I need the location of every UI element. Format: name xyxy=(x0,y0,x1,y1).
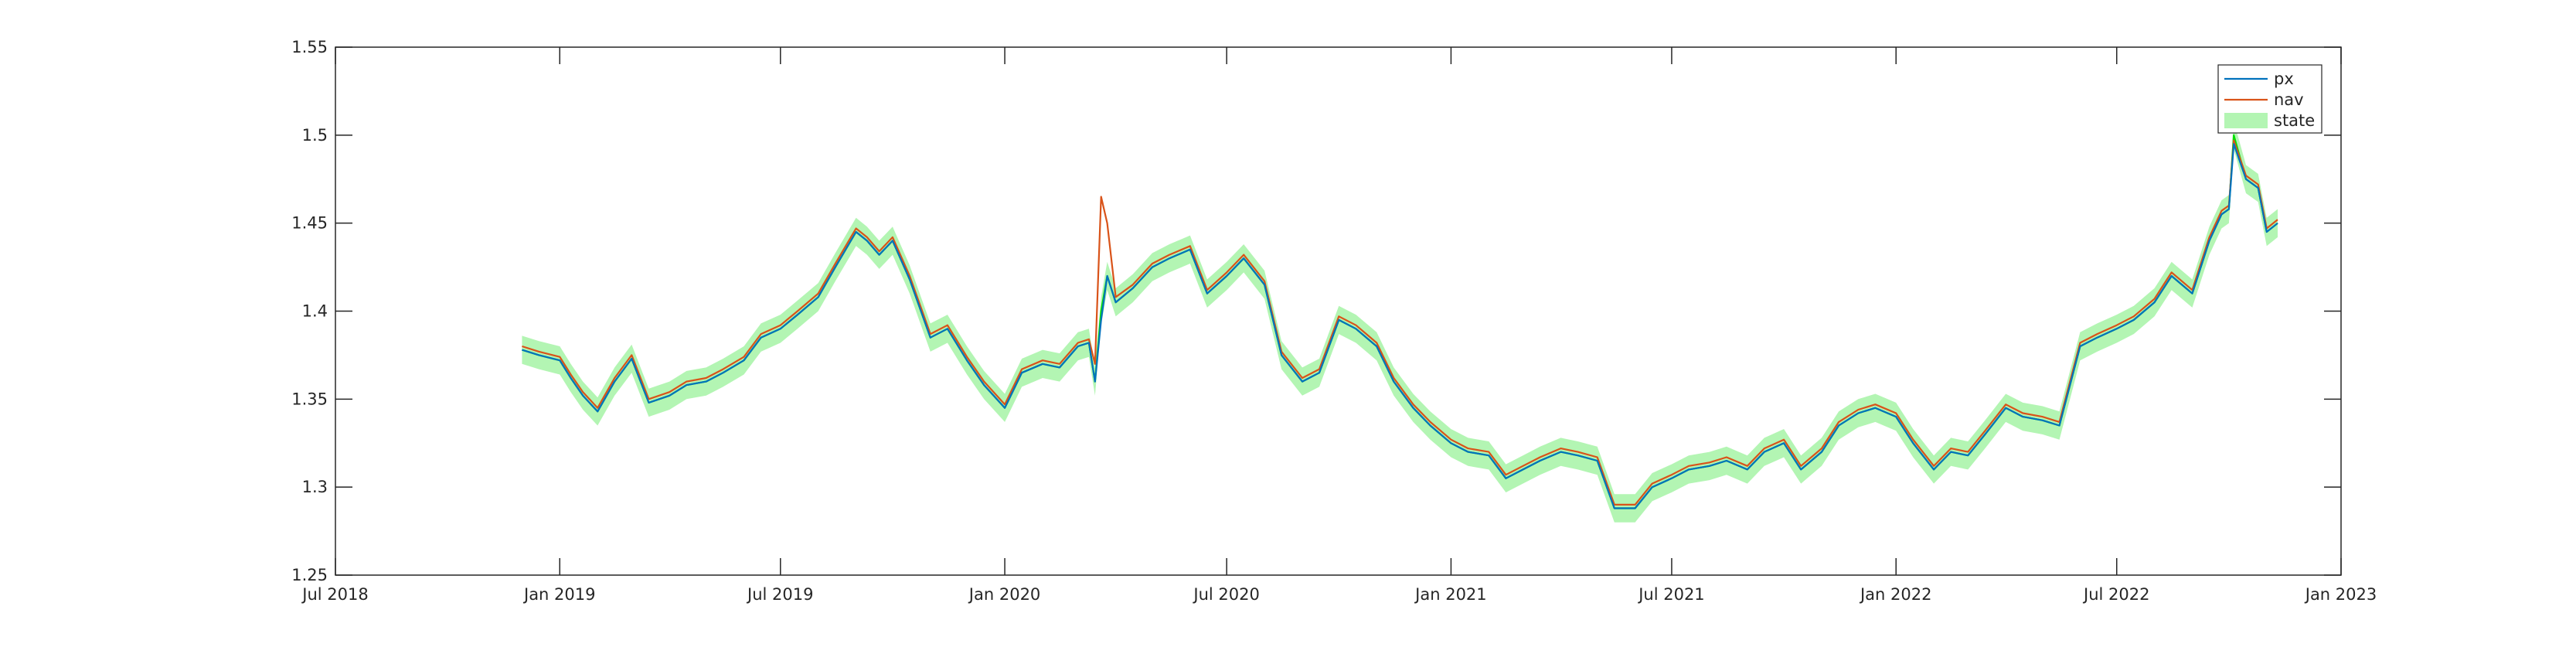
legend: px nav state xyxy=(2217,64,2322,134)
x-tick-label: Jan 2019 xyxy=(522,585,596,604)
y-tick-label: 1.4 xyxy=(302,302,328,321)
x-tick-label: Jan 2022 xyxy=(1859,585,1932,604)
x-tick-label: Jan 2021 xyxy=(1414,585,1487,604)
y-tick-label: 1.3 xyxy=(302,478,328,496)
y-tick-label: 1.5 xyxy=(302,126,328,145)
series-nav-line xyxy=(522,139,2278,506)
legend-label-px: px xyxy=(2274,70,2294,88)
legend-swatch-state xyxy=(2224,113,2268,128)
legend-label-nav: nav xyxy=(2274,90,2304,109)
series-layer xyxy=(522,121,2278,523)
x-tick-label: Jan 2023 xyxy=(2304,585,2377,604)
y-tick-label: 1.25 xyxy=(291,566,328,584)
y-tick-label: 1.45 xyxy=(291,214,328,233)
x-tick-label: Jul 2020 xyxy=(1192,585,1259,604)
x-tick-label: Jan 2020 xyxy=(968,585,1041,604)
x-tick-label: Jul 2018 xyxy=(301,585,368,604)
y-axis: 1.25 1.3 1.35 1.4 1.45 1.5 1.55 xyxy=(291,38,2341,584)
y-tick-label: 1.55 xyxy=(291,38,328,56)
x-tick-label: Jul 2021 xyxy=(1637,585,1704,604)
legend-label-state: state xyxy=(2274,111,2315,130)
series-px-line xyxy=(522,143,2278,509)
x-tick-label: Jul 2022 xyxy=(2082,585,2149,604)
x-tick-label: Jul 2019 xyxy=(746,585,813,604)
x-axis: Jul 2018 Jan 2019 Jul 2019 Jan 2020 Jul 2020… xyxy=(301,47,2377,604)
y-tick-label: 1.35 xyxy=(291,390,328,408)
